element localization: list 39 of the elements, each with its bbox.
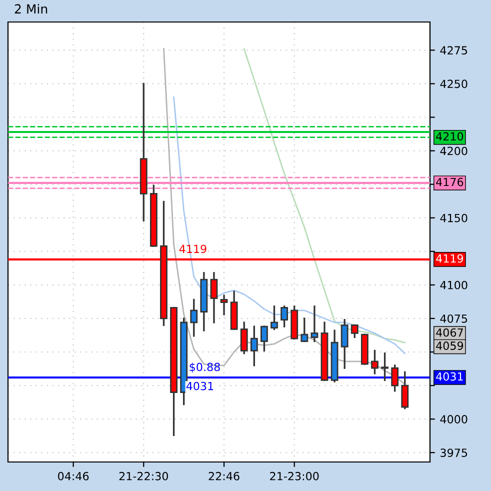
y-tick-label: 4200 <box>440 146 468 156</box>
y-tick-label: 3975 <box>440 448 468 457</box>
candlestick <box>401 371 409 410</box>
candlestick <box>270 306 278 330</box>
candlestick <box>260 326 268 352</box>
y-tick-label: 4000 <box>440 415 468 424</box>
candlestick <box>220 294 228 316</box>
x-tick-label: 21-23:00 <box>270 472 319 480</box>
x-tick-label: 04:46 <box>58 472 89 480</box>
candlestick <box>391 364 399 392</box>
candlestick <box>340 318 348 369</box>
candlestick <box>190 298 198 337</box>
y-tick-label: 4275 <box>440 46 468 55</box>
candlestick <box>300 318 308 342</box>
candlestick <box>381 352 388 382</box>
y-tick-label: 4250 <box>440 80 468 88</box>
x-tick-label: 21-22:30 <box>119 472 168 480</box>
line-series <box>173 96 406 354</box>
y-tick-label: 4100 <box>440 280 468 290</box>
ref-line-label: 4210 <box>436 132 464 141</box>
candlestick <box>240 322 248 354</box>
y-tick-label: 4150 <box>440 214 468 222</box>
annotation: 4119 <box>179 244 206 254</box>
text: 4067 <box>436 328 463 337</box>
y-tick-label: 4075 <box>440 314 468 323</box>
candlestick <box>280 306 288 328</box>
annotation: $0.88 <box>190 362 220 373</box>
annotation: 4031 <box>186 382 214 390</box>
ref-line-label: 4031 <box>436 372 463 381</box>
ref-line-label: 4119 <box>436 254 464 263</box>
candlestick <box>310 306 318 342</box>
candlestick <box>350 324 358 338</box>
ref-line-label: 4176 <box>436 178 464 186</box>
candlestick <box>371 350 378 374</box>
candlestick <box>250 326 258 366</box>
text: 4059 <box>436 342 464 350</box>
candlestick <box>210 272 218 324</box>
x-tick-label: 22:46 <box>208 472 240 480</box>
chart-title: 2 Min <box>14 4 48 14</box>
